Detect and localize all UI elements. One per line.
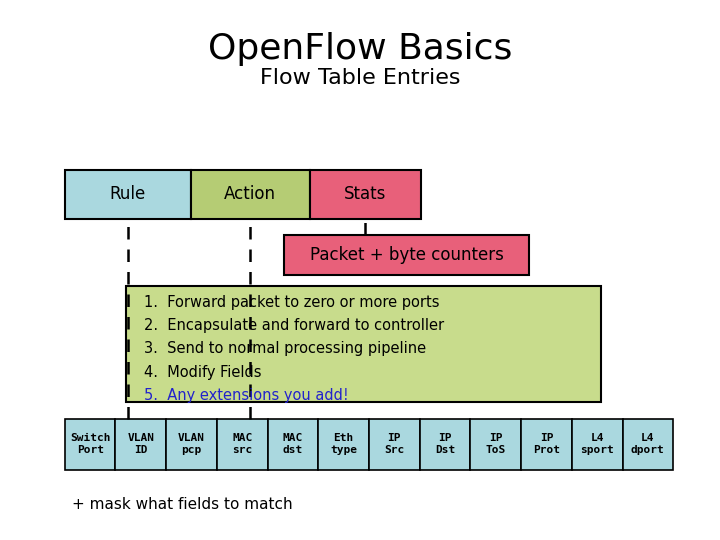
Text: Action: Action bbox=[224, 185, 276, 204]
FancyBboxPatch shape bbox=[65, 418, 115, 470]
FancyBboxPatch shape bbox=[126, 286, 601, 402]
Text: Flow Table Entries: Flow Table Entries bbox=[260, 68, 460, 89]
Text: Eth
type: Eth type bbox=[330, 433, 357, 455]
FancyBboxPatch shape bbox=[65, 170, 191, 219]
Text: 3.  Send to normal processing pipeline: 3. Send to normal processing pipeline bbox=[144, 341, 426, 356]
FancyBboxPatch shape bbox=[284, 235, 529, 275]
Text: MAC
dst: MAC dst bbox=[283, 433, 303, 455]
FancyBboxPatch shape bbox=[420, 418, 470, 470]
FancyBboxPatch shape bbox=[310, 170, 421, 219]
Text: OpenFlow Basics: OpenFlow Basics bbox=[208, 32, 512, 65]
Text: 1.  Forward packet to zero or more ports: 1. Forward packet to zero or more ports bbox=[144, 295, 439, 310]
Text: 4.  Modify Fields: 4. Modify Fields bbox=[144, 364, 261, 380]
FancyBboxPatch shape bbox=[470, 418, 521, 470]
Text: Switch
Port: Switch Port bbox=[70, 433, 110, 455]
Text: MAC
src: MAC src bbox=[232, 433, 253, 455]
Text: Stats: Stats bbox=[344, 185, 387, 204]
FancyBboxPatch shape bbox=[572, 418, 623, 470]
Text: IP
ToS: IP ToS bbox=[485, 433, 506, 455]
FancyBboxPatch shape bbox=[369, 418, 420, 470]
FancyBboxPatch shape bbox=[191, 170, 310, 219]
FancyBboxPatch shape bbox=[268, 418, 318, 470]
Text: VLAN
pcp: VLAN pcp bbox=[178, 433, 205, 455]
Text: Packet + byte counters: Packet + byte counters bbox=[310, 246, 504, 264]
FancyBboxPatch shape bbox=[115, 418, 166, 470]
FancyBboxPatch shape bbox=[521, 418, 572, 470]
Text: VLAN
ID: VLAN ID bbox=[127, 433, 154, 455]
FancyBboxPatch shape bbox=[166, 418, 217, 470]
Text: 5.  Any extensions you add!: 5. Any extensions you add! bbox=[144, 388, 348, 403]
Text: L4
dport: L4 dport bbox=[631, 433, 665, 455]
Text: 2.  Encapsulate and forward to controller: 2. Encapsulate and forward to controller bbox=[144, 318, 444, 333]
FancyBboxPatch shape bbox=[623, 418, 673, 470]
Text: L4
sport: L4 sport bbox=[580, 433, 614, 455]
FancyBboxPatch shape bbox=[217, 418, 268, 470]
Text: IP
Prot: IP Prot bbox=[533, 433, 560, 455]
Text: Rule: Rule bbox=[109, 185, 146, 204]
FancyBboxPatch shape bbox=[318, 418, 369, 470]
Text: IP
Dst: IP Dst bbox=[435, 433, 455, 455]
Text: + mask what fields to match: + mask what fields to match bbox=[72, 497, 292, 512]
Text: IP
Src: IP Src bbox=[384, 433, 405, 455]
